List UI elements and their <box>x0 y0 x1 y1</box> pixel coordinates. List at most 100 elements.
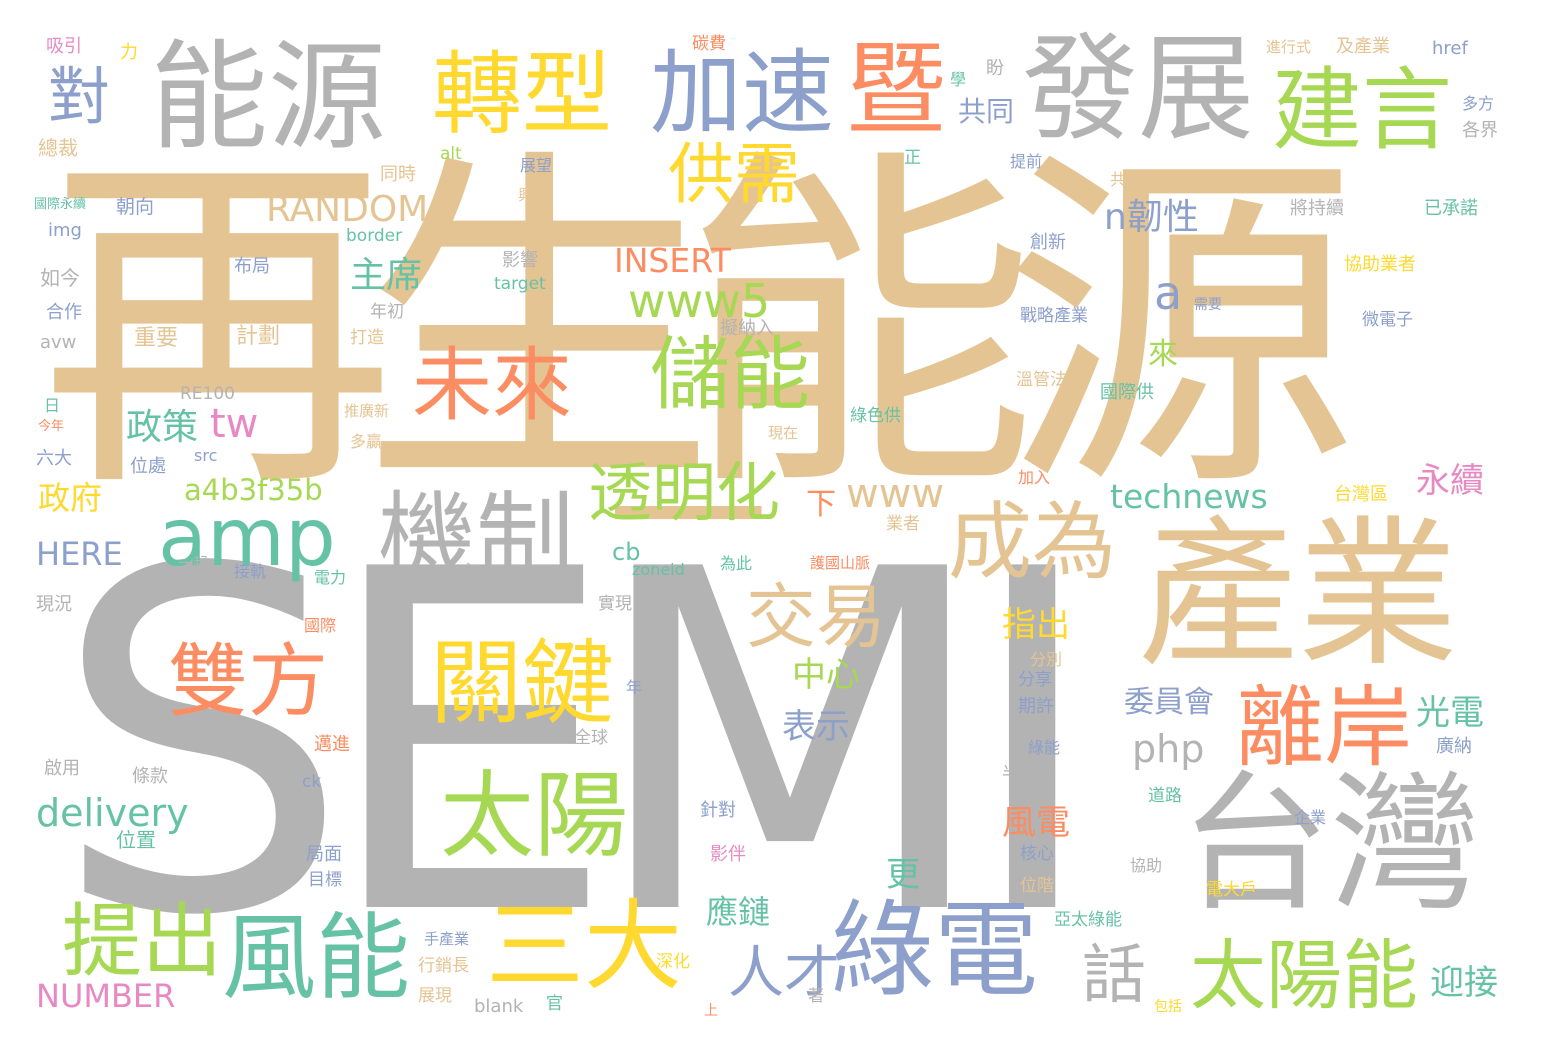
word: 話 <box>1082 939 1146 1013</box>
word: 綠色供 <box>850 406 901 426</box>
word: 離岸 <box>1236 676 1413 779</box>
word: 太陽能 <box>1190 931 1418 1020</box>
word: 局面 <box>306 844 342 865</box>
word: delivery <box>36 791 189 835</box>
word: 政策 <box>126 407 199 448</box>
word: border <box>346 226 403 246</box>
word: 產業 <box>1138 501 1459 688</box>
word: 影伴 <box>710 844 746 865</box>
word: 分享 <box>1018 670 1052 690</box>
word: 一 <box>608 426 769 613</box>
word: 人才 <box>728 941 840 1006</box>
word: 邁進 <box>314 734 350 755</box>
word: 光電 <box>1416 693 1484 733</box>
word: 啟用 <box>44 758 80 779</box>
word: 同時 <box>380 164 416 185</box>
word: 位置 <box>116 828 156 852</box>
word: INSERT <box>614 241 731 280</box>
word: 接軌 <box>234 562 267 581</box>
word: 深化 <box>656 952 690 972</box>
word: 官 <box>546 994 563 1014</box>
word: 分別 <box>1030 650 1063 669</box>
word: src <box>194 446 218 465</box>
word: 下 <box>806 487 836 522</box>
word: 碳費 <box>692 34 726 54</box>
word: 條款 <box>132 766 168 787</box>
word: 布局 <box>234 256 270 277</box>
word: cb <box>612 538 641 566</box>
word: 戰略產業 <box>1020 306 1088 326</box>
word: 微電子 <box>1362 310 1413 330</box>
word: tw <box>210 401 259 447</box>
word: 力 <box>120 42 138 63</box>
word: 年 <box>626 678 643 697</box>
word: 朝向 <box>116 196 155 218</box>
word: 為此 <box>720 554 753 573</box>
word: 對 <box>48 60 111 133</box>
word: 護國山脈 <box>810 554 871 572</box>
word: 能源 <box>150 28 387 166</box>
word: 針對 <box>700 800 736 821</box>
word: 一座 <box>804 750 837 769</box>
word: 展望 <box>520 156 553 175</box>
word: 政府 <box>38 479 103 517</box>
word: 亞太綠能 <box>1054 910 1122 930</box>
word: href <box>1432 38 1468 59</box>
word: 永續 <box>1416 461 1484 501</box>
word: 位階 <box>1020 876 1054 896</box>
word: 提出 <box>62 895 222 988</box>
word: zoneid <box>632 560 685 579</box>
word: 太陽 <box>440 762 629 871</box>
word: 來 <box>1148 337 1178 372</box>
word: 表示 <box>782 707 850 747</box>
word: a4b3f35b <box>184 473 323 507</box>
word: 創新 <box>1030 232 1066 253</box>
word: 需要 <box>1194 297 1222 313</box>
word: 機制 <box>378 482 575 596</box>
word: 上 <box>704 1003 718 1019</box>
word: RE100 <box>180 384 236 404</box>
word: 位處 <box>130 456 166 477</box>
word: 計劃 <box>236 324 281 349</box>
word: 發展 <box>1022 22 1254 157</box>
word: 手產業 <box>424 930 470 948</box>
word: 透明化 <box>588 457 780 531</box>
word: 更 <box>886 855 920 895</box>
word: 電大戶 <box>1206 880 1257 900</box>
word: alt <box>440 144 462 164</box>
word: 如今 <box>40 266 80 290</box>
word: 再生能源 <box>40 120 1358 534</box>
word: 風電 <box>1002 803 1070 843</box>
word: php <box>1132 727 1205 771</box>
word: 一起 <box>178 554 209 572</box>
word: www <box>846 471 945 517</box>
word: 交易 <box>746 576 886 658</box>
word: 包括 <box>1154 999 1182 1015</box>
word: 風能 <box>222 904 411 1013</box>
word: 現況 <box>36 594 72 615</box>
word: 盼 <box>986 58 1004 79</box>
word: 供需 <box>668 136 800 213</box>
word: 目標 <box>308 870 342 890</box>
word: 業者 <box>886 514 920 534</box>
word: n韌性 <box>1104 197 1199 238</box>
word: 期許 <box>1018 696 1054 717</box>
word: 國際永續 <box>34 197 87 212</box>
word: HERE <box>36 535 123 573</box>
word: 加速 <box>650 40 835 147</box>
word: 正 <box>904 148 921 168</box>
word: 共創 <box>1110 170 1143 189</box>
word: 台灣 <box>1180 758 1481 932</box>
word: 雙方 <box>168 635 328 728</box>
word: 加入 <box>1018 468 1051 487</box>
word: 主席 <box>350 255 423 296</box>
word: 進行式 <box>1266 38 1312 56</box>
word: 吸引 <box>46 36 82 57</box>
word: 已承諾 <box>1424 198 1478 219</box>
word: 建言 <box>1272 58 1452 163</box>
word: 協助業者 <box>1344 254 1416 275</box>
word: 行銷長 <box>418 956 469 976</box>
word: 擬納入 <box>720 318 774 339</box>
word: 半導體 <box>1002 764 1053 784</box>
